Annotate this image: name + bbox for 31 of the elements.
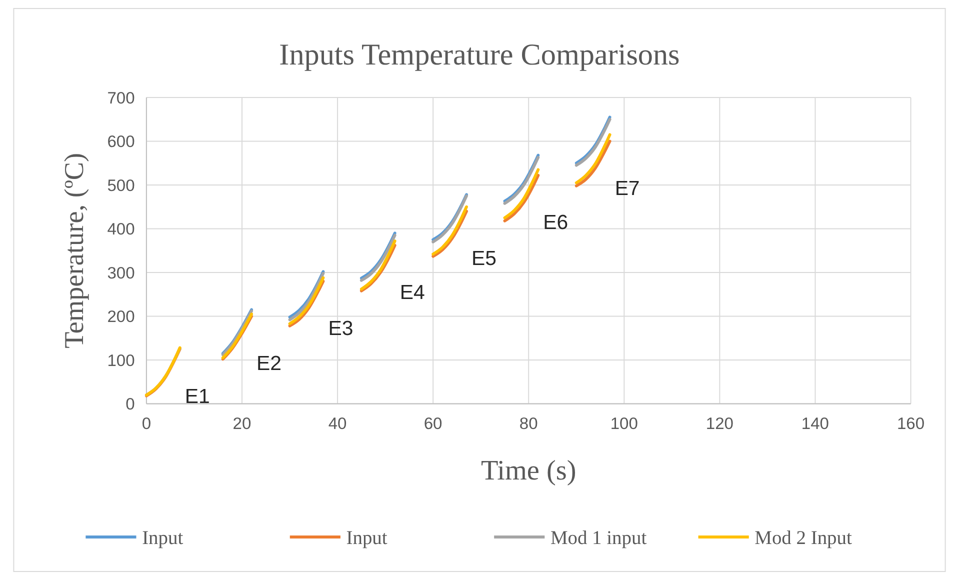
y-axis-title: Temperature, (ºC) [59, 152, 90, 348]
y-tick-label: 700 [107, 88, 135, 108]
x-axis-title: Time (s) [480, 456, 576, 487]
x-tick-label: 20 [232, 414, 252, 434]
annotation: E1 [184, 386, 210, 408]
annotation: E6 [543, 212, 568, 234]
y-tick-label: 200 [107, 307, 135, 326]
x-tick-label: 60 [424, 414, 442, 434]
legend-label: Input [142, 528, 184, 549]
x-tick-label: 120 [706, 414, 734, 434]
x-tick-label: 140 [801, 414, 830, 434]
y-tick-label: 300 [107, 263, 135, 282]
x-tick-label: 0 [142, 414, 152, 434]
y-tick-label: 600 [107, 132, 135, 152]
annotation: E2 [256, 353, 282, 376]
y-tick-label: 500 [107, 176, 135, 195]
legend-label: Mod 1 input [550, 528, 648, 549]
annotation: E5 [472, 248, 496, 270]
x-tick-label: 80 [519, 414, 538, 434]
annotation: E7 [614, 178, 640, 200]
y-tick-label: 100 [107, 350, 135, 370]
y-tick-label: 400 [107, 220, 135, 239]
annotation: E3 [328, 318, 354, 340]
y-tick-label: 0 [126, 394, 135, 414]
legend-label: Mod 2 Input [754, 528, 852, 549]
annotation: E4 [400, 282, 425, 304]
x-tick-label: 40 [328, 414, 347, 434]
chart-title: Inputs Temperature Comparisons [279, 37, 680, 72]
x-tick-label: 160 [896, 414, 925, 434]
x-tick-label: 100 [610, 414, 638, 434]
legend-label: Input [346, 528, 388, 549]
